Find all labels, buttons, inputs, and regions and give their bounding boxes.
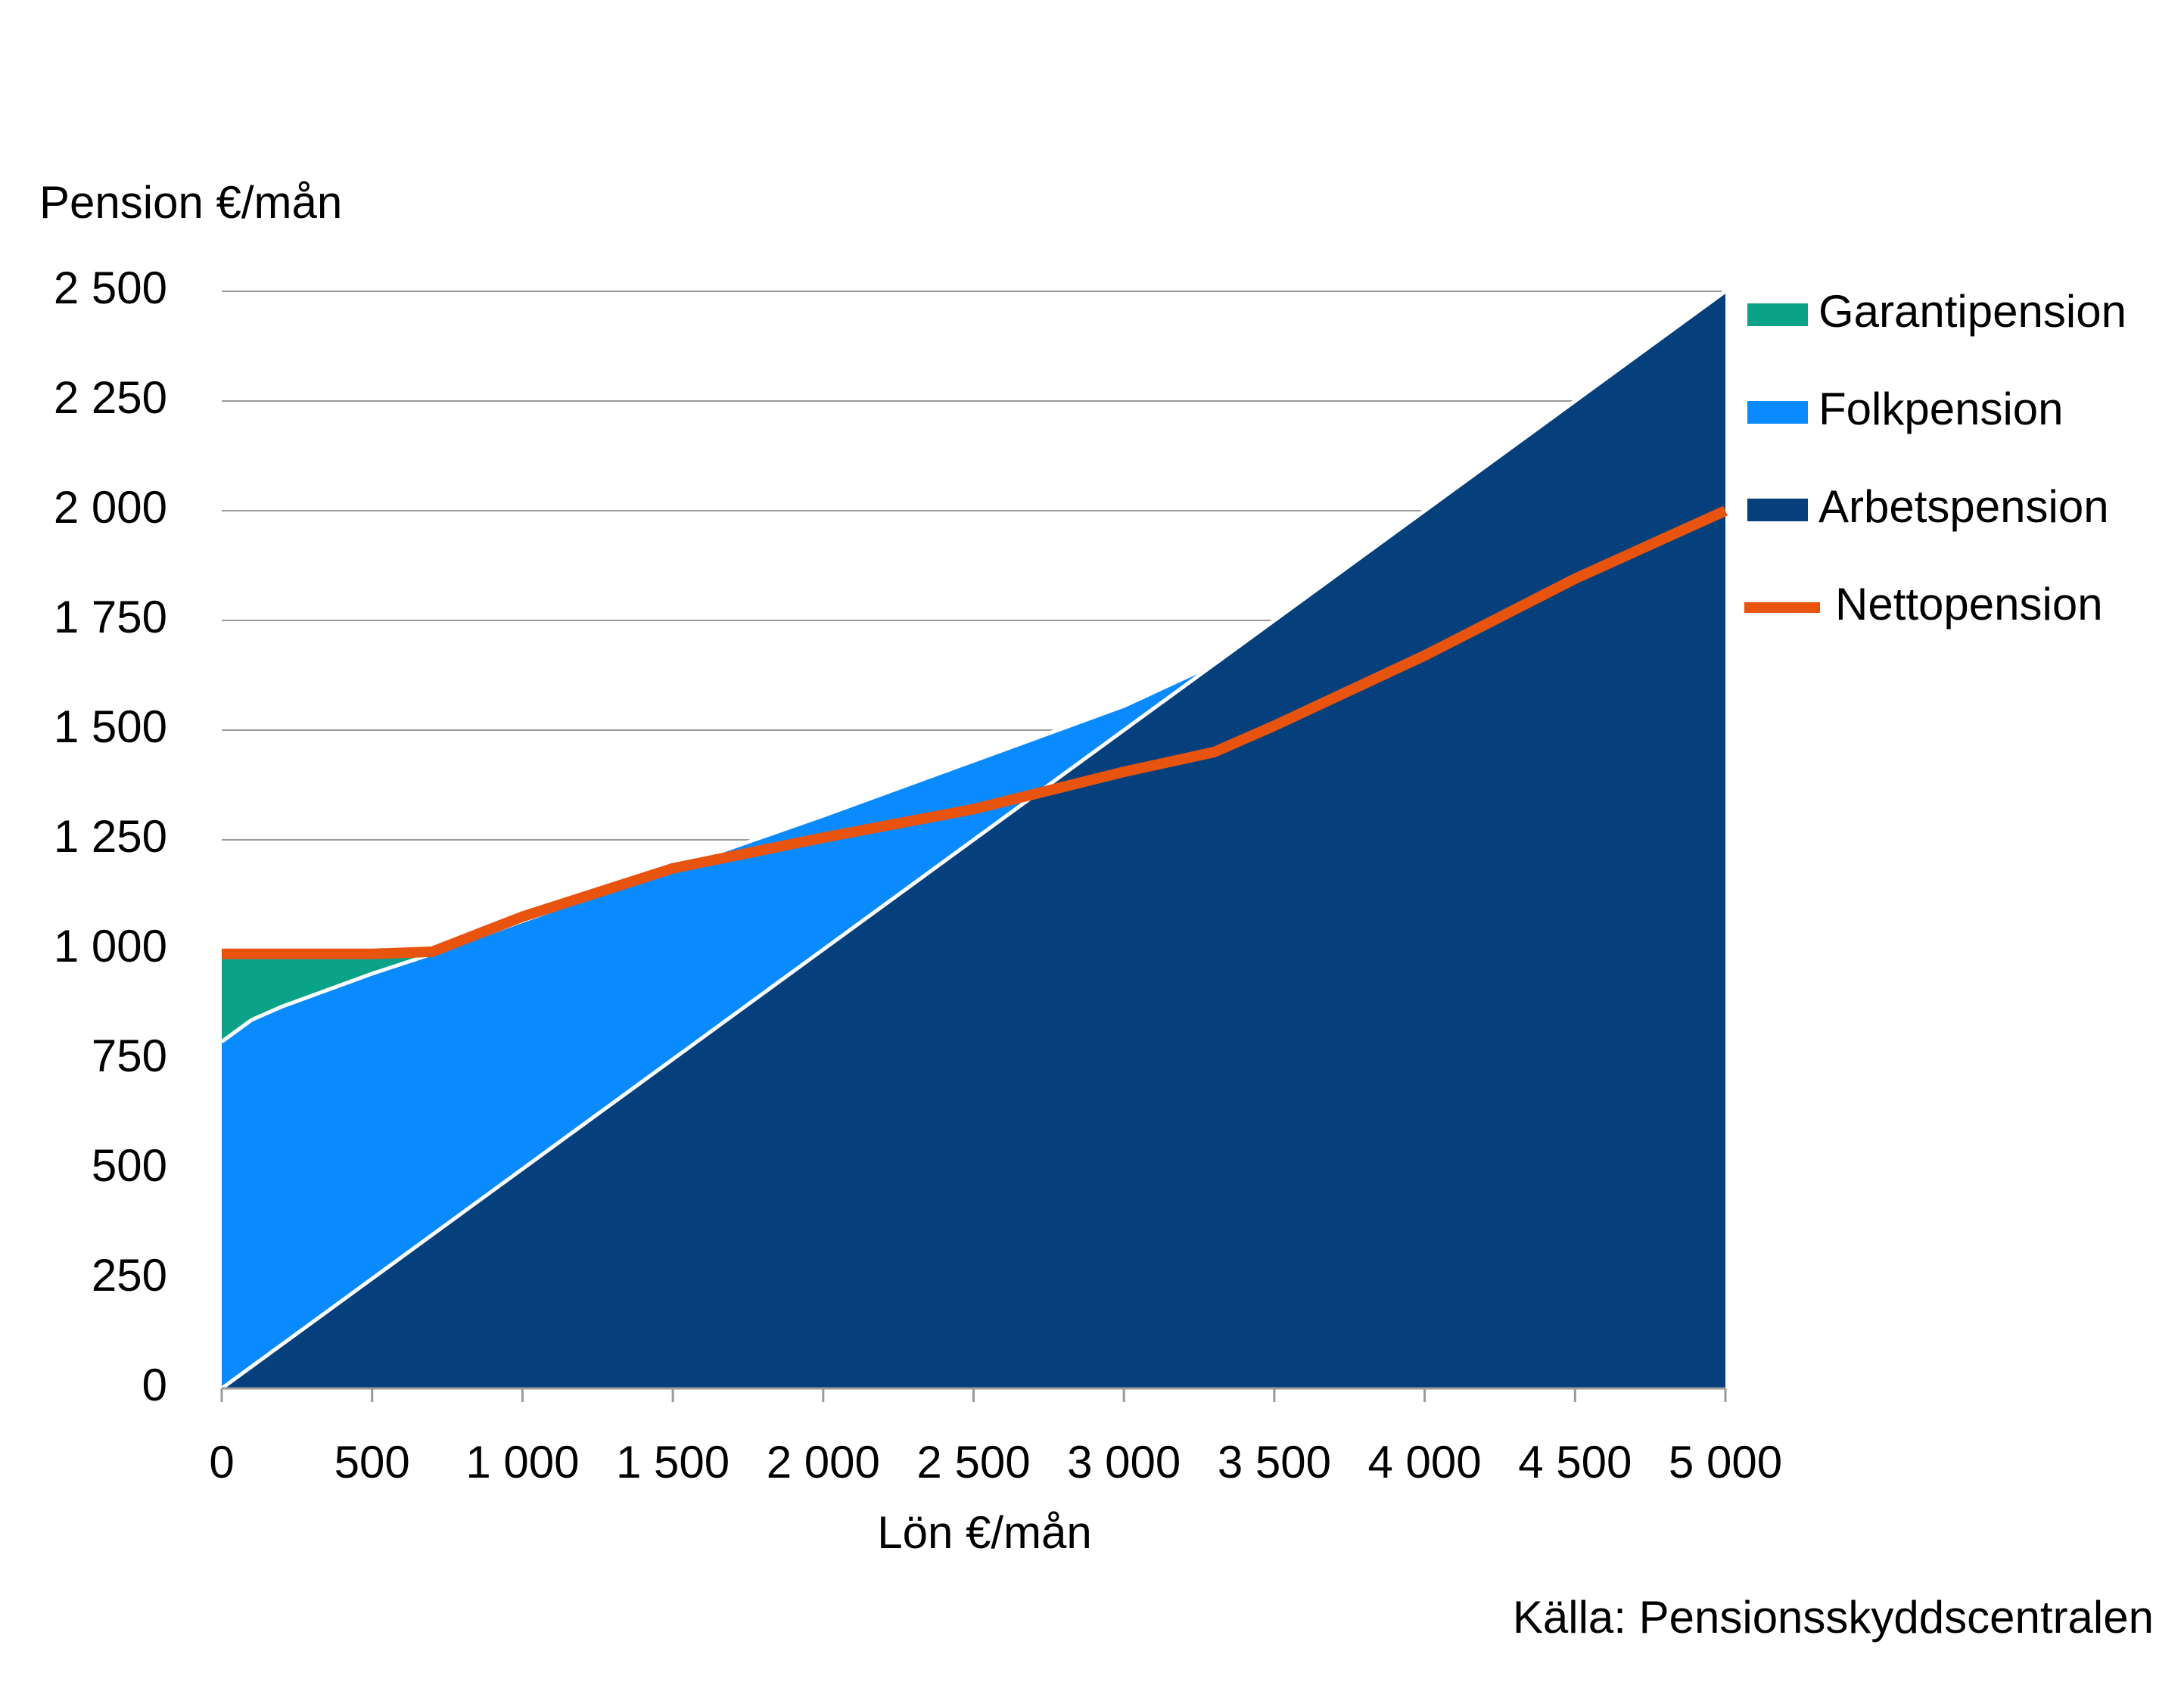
x-tick-label: 2 500 bbox=[916, 1437, 1030, 1487]
x-tick-label: 0 bbox=[209, 1437, 234, 1487]
x-tick-label: 1 000 bbox=[465, 1437, 579, 1487]
x-tick-label: 4 500 bbox=[1518, 1437, 1632, 1487]
y-tick-label: 2 500 bbox=[54, 263, 167, 313]
y-tick-label: 2 000 bbox=[54, 482, 167, 533]
x-tick-label: 1 500 bbox=[616, 1437, 730, 1487]
legend-label: Nettopension bbox=[1835, 579, 2103, 630]
y-tick-label: 1 250 bbox=[54, 811, 167, 862]
legend-swatch bbox=[1744, 602, 1820, 613]
y-tick-label: 0 bbox=[142, 1360, 167, 1410]
y-axis-label: Pension €/mån bbox=[39, 177, 342, 228]
legend-label: Folkpension bbox=[1818, 384, 2064, 434]
legend-label: Garantipension bbox=[1818, 286, 2126, 337]
x-tick-label: 500 bbox=[334, 1437, 410, 1487]
x-tick-label: 2 000 bbox=[767, 1437, 880, 1487]
x-tick-label: 5 000 bbox=[1669, 1437, 1782, 1487]
y-tick-label: 1 750 bbox=[54, 592, 167, 642]
legend-swatch bbox=[1747, 401, 1808, 424]
y-tick-label: 750 bbox=[92, 1031, 167, 1081]
y-tick-label: 1 500 bbox=[54, 701, 167, 752]
y-tick-label: 250 bbox=[92, 1250, 167, 1301]
legend-label: Arbetspension bbox=[1818, 481, 2109, 532]
line bbox=[222, 505, 1728, 959]
y-tick-label: 500 bbox=[92, 1140, 167, 1191]
legend-swatch bbox=[1747, 303, 1808, 326]
x-tick-label: 3 500 bbox=[1218, 1437, 1331, 1487]
x-tick-label: 3 000 bbox=[1067, 1437, 1181, 1487]
y-tick-label: 2 250 bbox=[54, 372, 167, 423]
x-tick-label: 4 000 bbox=[1368, 1437, 1482, 1487]
area bbox=[222, 291, 1725, 1042]
area-edge bbox=[220, 289, 1727, 1043]
y-tick-label: 1 000 bbox=[54, 921, 167, 971]
legend-swatch bbox=[1747, 499, 1808, 521]
source: Källa: Pensionsskyddscentralen bbox=[1513, 1592, 2154, 1643]
x-axis-label: Lön €/mån bbox=[877, 1507, 1092, 1558]
